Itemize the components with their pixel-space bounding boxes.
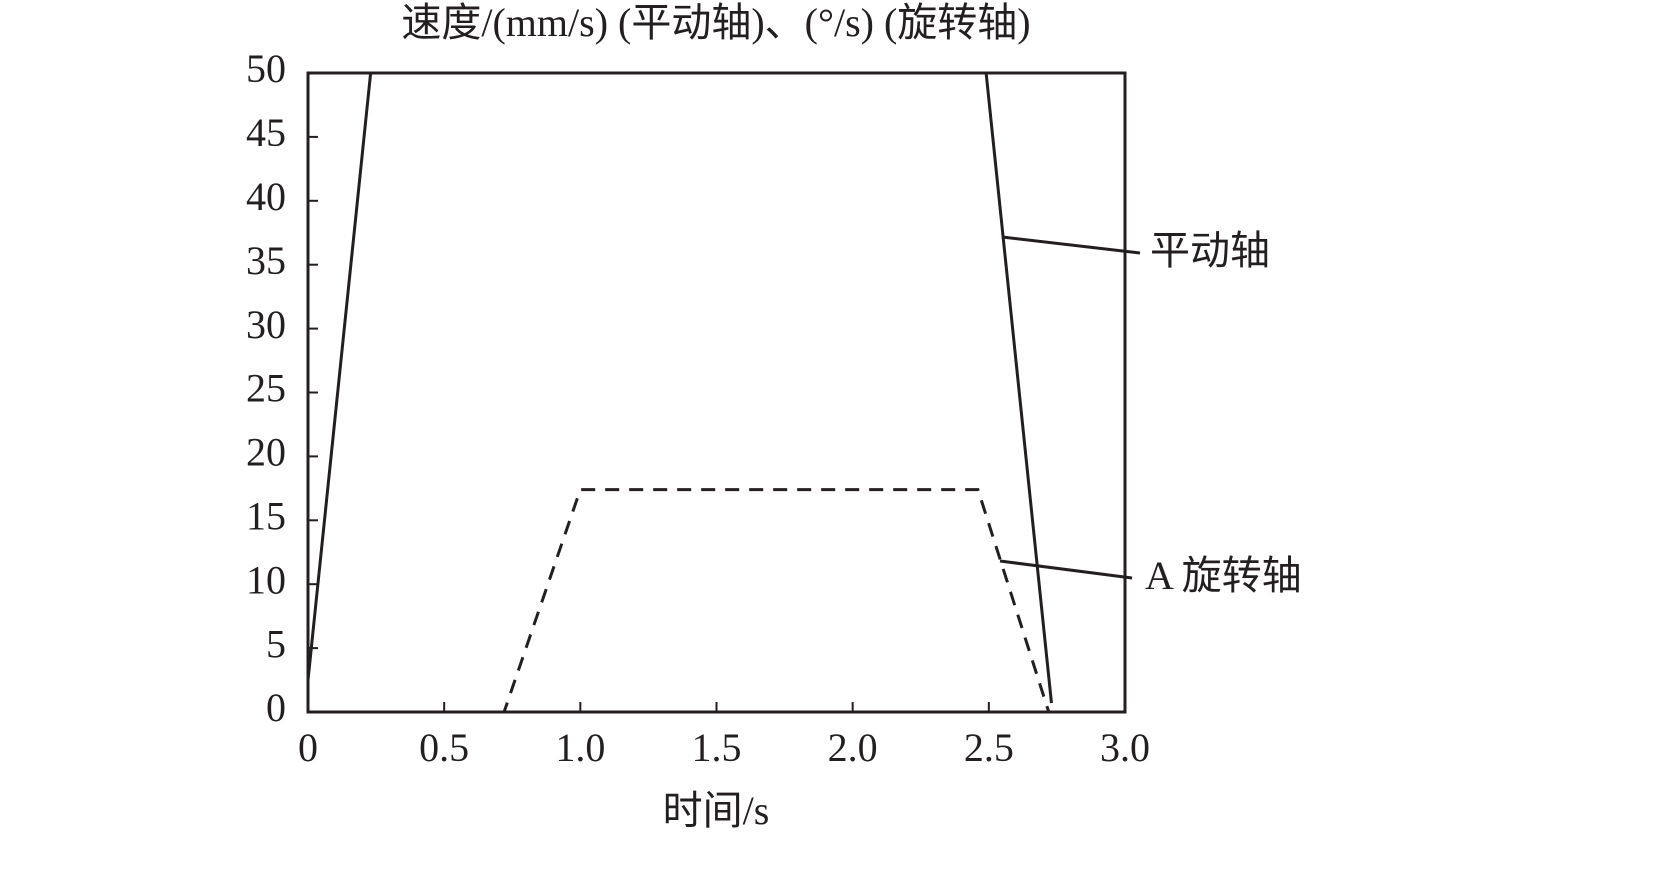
x-tick-label: 0.5	[419, 725, 469, 770]
plot-frame	[306, 71, 1127, 714]
y-tick-label: 45	[246, 110, 286, 155]
y-tick-label: 20	[246, 430, 286, 475]
x-tick-label: 1.0	[555, 725, 605, 770]
y-tick-label: 40	[246, 174, 286, 219]
y-tick-label: 5	[266, 621, 286, 666]
y-tick-label: 0	[266, 685, 286, 730]
chart-title: 速度/(mm/s) (平动轴)、(°/s) (旋转轴)	[401, 0, 1030, 45]
legend-leader	[999, 559, 1133, 580]
legend-leader	[1001, 235, 1141, 255]
x-axis-label: 时间/s	[663, 788, 770, 833]
series-line	[306, 71, 1053, 704]
x-tick-label: 3.0	[1100, 725, 1150, 770]
y-tick-label: 35	[246, 238, 286, 283]
x-tick-label: 2.5	[964, 725, 1014, 770]
x-tick-label: 1.5	[692, 725, 742, 770]
y-tick-label: 50	[246, 46, 286, 91]
y-tick-label: 30	[246, 302, 286, 347]
y-tick-label: 15	[246, 493, 286, 538]
y-tick-label: 25	[246, 366, 286, 411]
x-tick-label: 0	[298, 725, 318, 770]
series-line	[308, 488, 1051, 714]
x-tick-label: 2.0	[828, 725, 878, 770]
legend-label: A 旋转轴	[1145, 553, 1302, 598]
y-tick-label: 10	[246, 557, 286, 602]
legend-label: 平动轴	[1150, 228, 1270, 273]
